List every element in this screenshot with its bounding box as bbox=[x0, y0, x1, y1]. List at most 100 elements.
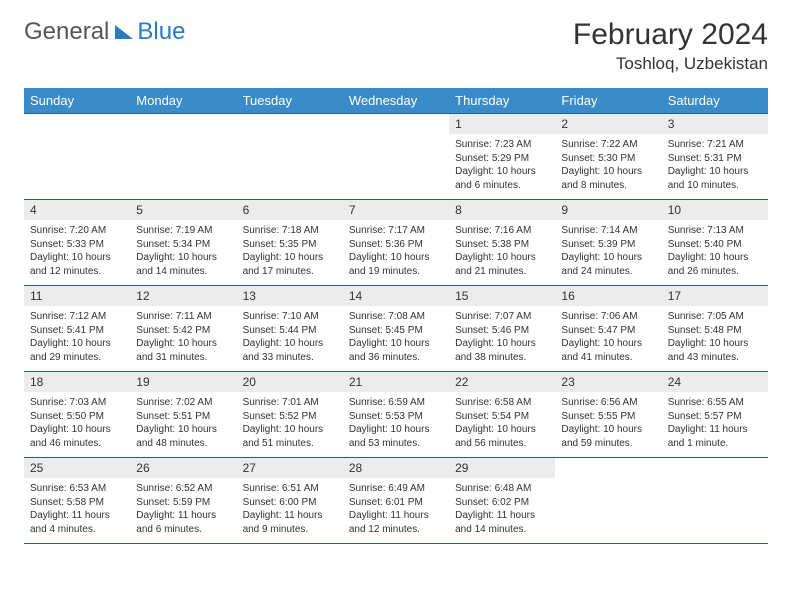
sunrise-text: Sunrise: 7:03 AM bbox=[30, 396, 124, 410]
calendar-cell bbox=[130, 114, 236, 200]
daylight-text: Daylight: 11 hours and 12 minutes. bbox=[349, 509, 443, 536]
sunset-text: Sunset: 5:50 PM bbox=[30, 410, 124, 424]
day-body: Sunrise: 7:18 AMSunset: 5:35 PMDaylight:… bbox=[237, 220, 343, 282]
daylight-text: Daylight: 11 hours and 14 minutes. bbox=[455, 509, 549, 536]
calendar-cell: 26Sunrise: 6:52 AMSunset: 5:59 PMDayligh… bbox=[130, 458, 236, 544]
day-number: 6 bbox=[237, 200, 343, 220]
sunrise-text: Sunrise: 7:10 AM bbox=[243, 310, 337, 324]
sunset-text: Sunset: 5:57 PM bbox=[668, 410, 762, 424]
calendar-week: 1Sunrise: 7:23 AMSunset: 5:29 PMDaylight… bbox=[24, 114, 768, 200]
day-number: 7 bbox=[343, 200, 449, 220]
calendar-cell bbox=[555, 458, 661, 544]
day-body: Sunrise: 7:08 AMSunset: 5:45 PMDaylight:… bbox=[343, 306, 449, 368]
day-body: Sunrise: 7:05 AMSunset: 5:48 PMDaylight:… bbox=[662, 306, 768, 368]
sunset-text: Sunset: 5:53 PM bbox=[349, 410, 443, 424]
title-block: February 2024 Toshloq, Uzbekistan bbox=[573, 18, 768, 74]
daylight-text: Daylight: 10 hours and 21 minutes. bbox=[455, 251, 549, 278]
day-body: Sunrise: 7:11 AMSunset: 5:42 PMDaylight:… bbox=[130, 306, 236, 368]
header: General Blue February 2024 Toshloq, Uzbe… bbox=[24, 18, 768, 74]
day-body: Sunrise: 6:55 AMSunset: 5:57 PMDaylight:… bbox=[662, 392, 768, 454]
day-number: 28 bbox=[343, 458, 449, 478]
sunset-text: Sunset: 5:46 PM bbox=[455, 324, 549, 338]
sunrise-text: Sunrise: 6:49 AM bbox=[349, 482, 443, 496]
daylight-text: Daylight: 10 hours and 48 minutes. bbox=[136, 423, 230, 450]
day-number: 1 bbox=[449, 114, 555, 134]
day-number: 12 bbox=[130, 286, 236, 306]
calendar-cell: 17Sunrise: 7:05 AMSunset: 5:48 PMDayligh… bbox=[662, 286, 768, 372]
day-body: Sunrise: 6:59 AMSunset: 5:53 PMDaylight:… bbox=[343, 392, 449, 454]
sunset-text: Sunset: 5:48 PM bbox=[668, 324, 762, 338]
sunrise-text: Sunrise: 6:48 AM bbox=[455, 482, 549, 496]
daylight-text: Daylight: 10 hours and 41 minutes. bbox=[561, 337, 655, 364]
day-body: Sunrise: 7:03 AMSunset: 5:50 PMDaylight:… bbox=[24, 392, 130, 454]
day-number: 5 bbox=[130, 200, 236, 220]
calendar-cell: 9Sunrise: 7:14 AMSunset: 5:39 PMDaylight… bbox=[555, 200, 661, 286]
daylight-text: Daylight: 10 hours and 29 minutes. bbox=[30, 337, 124, 364]
sunrise-text: Sunrise: 7:01 AM bbox=[243, 396, 337, 410]
sunrise-text: Sunrise: 7:05 AM bbox=[668, 310, 762, 324]
calendar-cell: 6Sunrise: 7:18 AMSunset: 5:35 PMDaylight… bbox=[237, 200, 343, 286]
calendar-cell: 27Sunrise: 6:51 AMSunset: 6:00 PMDayligh… bbox=[237, 458, 343, 544]
day-number: 29 bbox=[449, 458, 555, 478]
day-body: Sunrise: 6:56 AMSunset: 5:55 PMDaylight:… bbox=[555, 392, 661, 454]
calendar-cell: 22Sunrise: 6:58 AMSunset: 5:54 PMDayligh… bbox=[449, 372, 555, 458]
sunrise-text: Sunrise: 6:56 AM bbox=[561, 396, 655, 410]
daylight-text: Daylight: 11 hours and 1 minute. bbox=[668, 423, 762, 450]
sunrise-text: Sunrise: 7:23 AM bbox=[455, 138, 549, 152]
sunset-text: Sunset: 6:01 PM bbox=[349, 496, 443, 510]
sunset-text: Sunset: 5:38 PM bbox=[455, 238, 549, 252]
sunrise-text: Sunrise: 6:58 AM bbox=[455, 396, 549, 410]
calendar-cell: 14Sunrise: 7:08 AMSunset: 5:45 PMDayligh… bbox=[343, 286, 449, 372]
dayname-thu: Thursday bbox=[449, 88, 555, 114]
sunset-text: Sunset: 5:47 PM bbox=[561, 324, 655, 338]
calendar-cell: 29Sunrise: 6:48 AMSunset: 6:02 PMDayligh… bbox=[449, 458, 555, 544]
calendar-cell: 20Sunrise: 7:01 AMSunset: 5:52 PMDayligh… bbox=[237, 372, 343, 458]
sunrise-text: Sunrise: 6:55 AM bbox=[668, 396, 762, 410]
day-number: 14 bbox=[343, 286, 449, 306]
calendar-cell bbox=[237, 114, 343, 200]
calendar-cell: 3Sunrise: 7:21 AMSunset: 5:31 PMDaylight… bbox=[662, 114, 768, 200]
calendar-cell: 8Sunrise: 7:16 AMSunset: 5:38 PMDaylight… bbox=[449, 200, 555, 286]
calendar-week: 11Sunrise: 7:12 AMSunset: 5:41 PMDayligh… bbox=[24, 286, 768, 372]
calendar-cell: 11Sunrise: 7:12 AMSunset: 5:41 PMDayligh… bbox=[24, 286, 130, 372]
sunrise-text: Sunrise: 7:22 AM bbox=[561, 138, 655, 152]
brand-word2: Blue bbox=[137, 18, 185, 46]
day-body: Sunrise: 7:10 AMSunset: 5:44 PMDaylight:… bbox=[237, 306, 343, 368]
day-body: Sunrise: 6:53 AMSunset: 5:58 PMDaylight:… bbox=[24, 478, 130, 540]
sunset-text: Sunset: 5:33 PM bbox=[30, 238, 124, 252]
day-number: 23 bbox=[555, 372, 661, 392]
daylight-text: Daylight: 10 hours and 51 minutes. bbox=[243, 423, 337, 450]
triangle-icon bbox=[115, 25, 133, 39]
day-number: 9 bbox=[555, 200, 661, 220]
daylight-text: Daylight: 10 hours and 53 minutes. bbox=[349, 423, 443, 450]
daylight-text: Daylight: 10 hours and 33 minutes. bbox=[243, 337, 337, 364]
sunrise-text: Sunrise: 7:18 AM bbox=[243, 224, 337, 238]
calendar-cell: 10Sunrise: 7:13 AMSunset: 5:40 PMDayligh… bbox=[662, 200, 768, 286]
day-number: 19 bbox=[130, 372, 236, 392]
day-number: 11 bbox=[24, 286, 130, 306]
sunrise-text: Sunrise: 6:53 AM bbox=[30, 482, 124, 496]
calendar-cell: 13Sunrise: 7:10 AMSunset: 5:44 PMDayligh… bbox=[237, 286, 343, 372]
sunset-text: Sunset: 6:00 PM bbox=[243, 496, 337, 510]
sunrise-text: Sunrise: 7:11 AM bbox=[136, 310, 230, 324]
sunrise-text: Sunrise: 7:16 AM bbox=[455, 224, 549, 238]
daylight-text: Daylight: 10 hours and 31 minutes. bbox=[136, 337, 230, 364]
day-number: 22 bbox=[449, 372, 555, 392]
calendar-cell: 15Sunrise: 7:07 AMSunset: 5:46 PMDayligh… bbox=[449, 286, 555, 372]
calendar-cell: 4Sunrise: 7:20 AMSunset: 5:33 PMDaylight… bbox=[24, 200, 130, 286]
location-label: Toshloq, Uzbekistan bbox=[573, 54, 768, 74]
sunrise-text: Sunrise: 7:20 AM bbox=[30, 224, 124, 238]
day-body: Sunrise: 6:48 AMSunset: 6:02 PMDaylight:… bbox=[449, 478, 555, 540]
calendar-cell: 5Sunrise: 7:19 AMSunset: 5:34 PMDaylight… bbox=[130, 200, 236, 286]
calendar-cell: 21Sunrise: 6:59 AMSunset: 5:53 PMDayligh… bbox=[343, 372, 449, 458]
sunrise-text: Sunrise: 7:07 AM bbox=[455, 310, 549, 324]
daylight-text: Daylight: 10 hours and 12 minutes. bbox=[30, 251, 124, 278]
daylight-text: Daylight: 10 hours and 46 minutes. bbox=[30, 423, 124, 450]
calendar-cell bbox=[343, 114, 449, 200]
sunset-text: Sunset: 5:29 PM bbox=[455, 152, 549, 166]
sunset-text: Sunset: 5:31 PM bbox=[668, 152, 762, 166]
sunset-text: Sunset: 6:02 PM bbox=[455, 496, 549, 510]
calendar-week: 4Sunrise: 7:20 AMSunset: 5:33 PMDaylight… bbox=[24, 200, 768, 286]
sunrise-text: Sunrise: 7:13 AM bbox=[668, 224, 762, 238]
sunset-text: Sunset: 5:39 PM bbox=[561, 238, 655, 252]
